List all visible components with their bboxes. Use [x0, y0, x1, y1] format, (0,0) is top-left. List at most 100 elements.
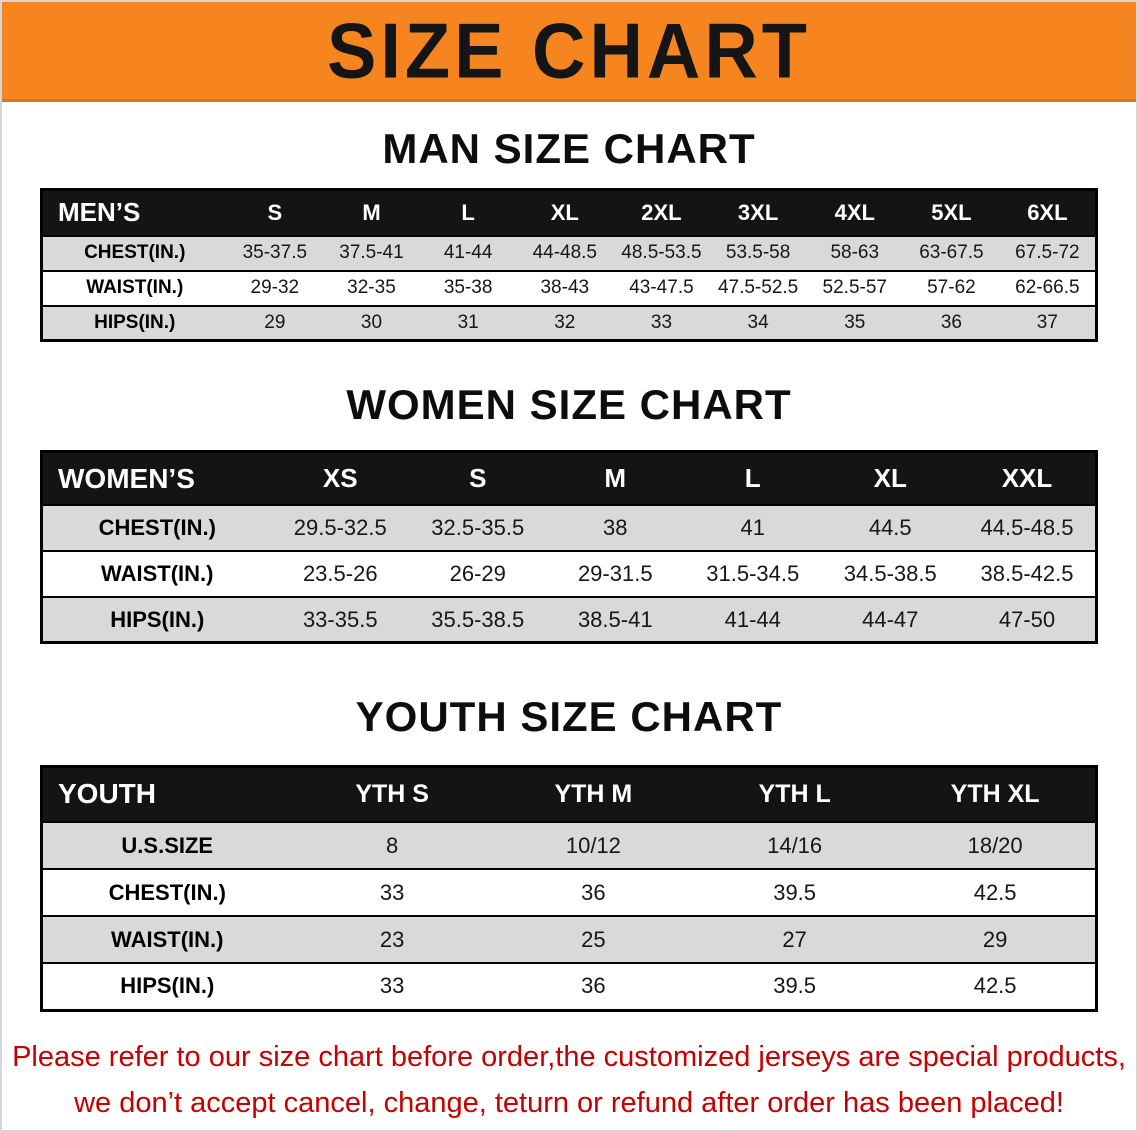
size-value-cell: 32.5-35.5 [409, 503, 547, 551]
table-title-cell: MEN’S [41, 189, 227, 236]
size-value-cell: 38.5-42.5 [959, 549, 1097, 597]
size-header-cell: XL [821, 451, 959, 505]
size-header-cell: YTH S [291, 766, 493, 823]
size-header-cell: L [419, 189, 517, 236]
size-value-cell: 37.5-41 [323, 234, 420, 271]
size-value-cell: 18/20 [895, 821, 1097, 870]
size-value-cell: 63-67.5 [903, 234, 1000, 271]
size-header-cell: 4XL [806, 189, 904, 236]
size-value-cell: 33 [291, 868, 493, 917]
size-value-cell: 57-62 [903, 269, 1000, 306]
size-value-cell: 14/16 [694, 821, 896, 870]
size-header-cell: YTH XL [895, 766, 1097, 823]
size-value-cell: 44-47 [821, 595, 959, 643]
size-value-cell: 58-63 [806, 234, 904, 271]
size-value-cell: 38-43 [516, 269, 614, 306]
table-header-row: MEN’S S M L XL 2XL 3XL 4XL 5XL 6XL [41, 189, 1097, 236]
size-value-cell: 44.5 [821, 503, 959, 551]
size-value-cell: 39.5 [694, 962, 896, 1011]
size-header-cell: M [546, 451, 684, 505]
row-label: WAIST(IN.) [41, 269, 227, 306]
size-value-cell: 62-66.5 [999, 269, 1097, 306]
size-value-cell: 8 [291, 821, 493, 870]
table-row: WAIST(IN.) 23 25 27 29 [41, 915, 1097, 964]
size-value-cell: 41-44 [684, 595, 822, 643]
row-label: HIPS(IN.) [41, 595, 272, 643]
youth-size-table: YOUTH YTH S YTH M YTH L YTH XL U.S.SIZE 8 10/12… [40, 764, 1098, 1012]
row-label: WAIST(IN.) [41, 549, 272, 597]
size-value-cell: 41-44 [419, 234, 517, 271]
size-value-cell: 29-31.5 [546, 549, 684, 597]
row-label: HIPS(IN.) [41, 962, 292, 1011]
disclaimer-note: Please refer to our size chart before or… [2, 1034, 1136, 1126]
youth-size-chart-heading: YOUTH SIZE CHART [355, 693, 783, 741]
size-value-cell: 36 [492, 962, 694, 1011]
size-header-cell: YTH M [492, 766, 694, 823]
men-size-table: MEN’S S M L XL 2XL 3XL 4XL 5XL 6XL CHEST(IN.) 35-37… [40, 188, 1098, 343]
size-value-cell: 35.5-38.5 [409, 595, 547, 643]
size-value-cell: 36 [492, 868, 694, 917]
size-value-cell: 44.5-48.5 [959, 503, 1097, 551]
size-value-cell: 10/12 [492, 821, 694, 870]
size-header-cell: XXL [959, 451, 1097, 505]
table-row: CHEST(IN.) 29.5-32.5 32.5-35.5 38 41 44.5 44.5… [41, 503, 1097, 551]
size-value-cell: 38 [546, 503, 684, 551]
table-row: HIPS(IN.) 33 36 39.5 42.5 [41, 962, 1097, 1011]
size-header-cell: L [684, 451, 822, 505]
row-label: CHEST(IN.) [41, 234, 227, 271]
size-value-cell: 67.5-72 [999, 234, 1097, 271]
row-label: CHEST(IN.) [41, 503, 272, 551]
size-value-cell: 34.5-38.5 [821, 549, 959, 597]
size-header-cell: 5XL [903, 189, 1000, 236]
size-value-cell: 34 [709, 304, 807, 341]
size-header-cell: 2XL [613, 189, 710, 236]
size-value-cell: 23 [291, 915, 493, 964]
size-header-cell: XL [516, 189, 614, 236]
size-header-cell: 6XL [999, 189, 1097, 236]
size-header-cell: S [409, 451, 547, 505]
size-chart-title: SIZE CHART [327, 6, 811, 94]
size-value-cell: 29 [895, 915, 1097, 964]
women-size-chart-heading: WOMEN SIZE CHART [346, 381, 792, 429]
size-value-cell: 32 [516, 304, 614, 341]
size-value-cell: 33-35.5 [271, 595, 409, 643]
size-value-cell: 52.5-57 [806, 269, 904, 306]
disclaimer-line-1: Please refer to our size chart before or… [12, 1040, 1126, 1073]
size-value-cell: 23.5-26 [271, 549, 409, 597]
size-value-cell: 33 [613, 304, 710, 341]
size-value-cell: 35 [806, 304, 904, 341]
table-row: WAIST(IN.) 29-32 32-35 35-38 38-43 43-47.5 47.… [41, 269, 1097, 306]
size-value-cell: 42.5 [895, 868, 1097, 917]
size-header-cell: S [226, 189, 324, 236]
size-value-cell: 41 [684, 503, 822, 551]
size-value-cell: 30 [323, 304, 420, 341]
table-row: HIPS(IN.) 33-35.5 35.5-38.5 38.5-41 41-44 44-… [41, 595, 1097, 643]
row-label: U.S.SIZE [41, 821, 292, 870]
size-value-cell: 53.5-58 [709, 234, 807, 271]
size-value-cell: 43-47.5 [613, 269, 710, 306]
size-value-cell: 36 [903, 304, 1000, 341]
table-row: U.S.SIZE 8 10/12 14/16 18/20 [41, 821, 1097, 870]
table-row: CHEST(IN.) 35-37.5 37.5-41 41-44 44-48.5 48.5… [41, 234, 1097, 271]
size-value-cell: 29.5-32.5 [271, 503, 409, 551]
size-value-cell: 35-37.5 [226, 234, 324, 271]
size-value-cell: 29 [226, 304, 324, 341]
disclaimer-line-2: we don’t accept cancel, change, teturn o… [74, 1086, 1064, 1119]
size-chart-banner: SIZE CHART [2, 2, 1136, 102]
size-value-cell: 37 [999, 304, 1097, 341]
size-value-cell: 35-38 [419, 269, 517, 306]
size-value-cell: 31 [419, 304, 517, 341]
size-header-cell: 3XL [709, 189, 807, 236]
table-row: WAIST(IN.) 23.5-26 26-29 29-31.5 31.5-34.5 34… [41, 549, 1097, 597]
size-value-cell: 38.5-41 [546, 595, 684, 643]
table-row: CHEST(IN.) 33 36 39.5 42.5 [41, 868, 1097, 917]
size-value-cell: 33 [291, 962, 493, 1011]
size-value-cell: 27 [694, 915, 896, 964]
women-size-table: WOMEN’S XS S M L XL XXL CHEST(IN.) 29.5-32.5 32.5… [40, 450, 1098, 645]
table-header-row: YOUTH YTH S YTH M YTH L YTH XL [41, 766, 1097, 823]
size-value-cell: 26-29 [409, 549, 547, 597]
size-header-cell: XS [271, 451, 409, 505]
table-header-row: WOMEN’S XS S M L XL XXL [41, 451, 1097, 505]
size-value-cell: 42.5 [895, 962, 1097, 1011]
table-title-cell: WOMEN’S [41, 451, 272, 505]
